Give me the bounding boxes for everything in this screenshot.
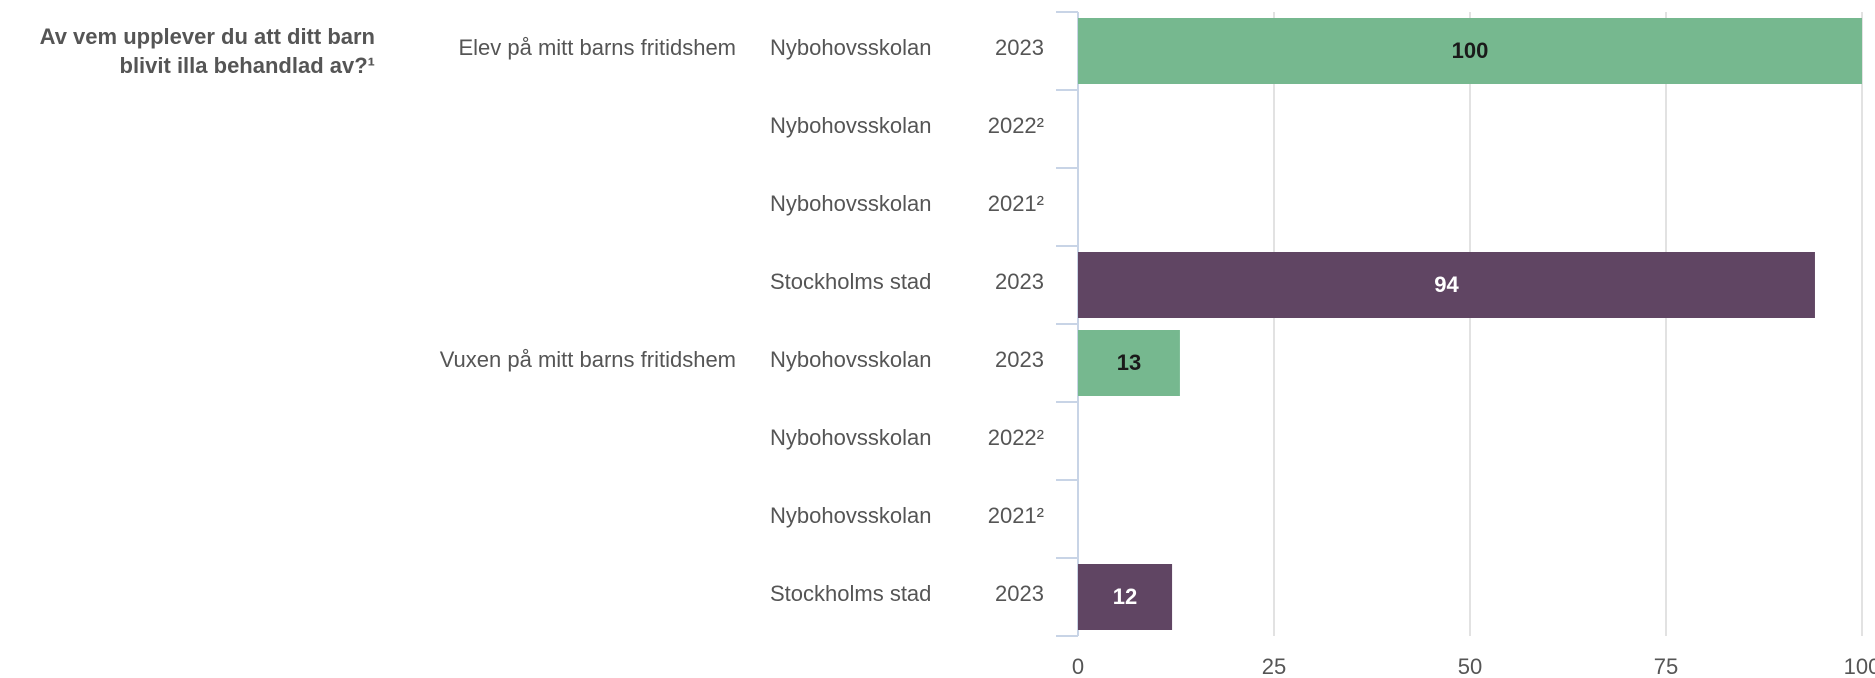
x-tick-label: 75 <box>1654 654 1678 678</box>
x-tick-label: 100 <box>1844 654 1875 678</box>
bar <box>1078 18 1862 84</box>
school-label: Stockholms stad <box>770 581 931 606</box>
year-label: 2023 <box>995 581 1044 606</box>
bar <box>1078 564 1173 630</box>
value-label: 94 <box>1434 272 1459 297</box>
school-label: Nybohovsskolan <box>770 503 931 528</box>
year-label: 2021² <box>988 191 1044 216</box>
chart-title: Av vem upplever du att ditt barn blivit … <box>39 24 375 78</box>
value-label: 13 <box>1117 350 1141 375</box>
bar <box>1078 252 1815 318</box>
school-label: Stockholms stad <box>770 269 931 294</box>
x-tick-label: 25 <box>1262 654 1286 678</box>
year-label: 2023 <box>995 35 1044 60</box>
school-label: Nybohovsskolan <box>770 113 931 138</box>
bar <box>1078 330 1180 396</box>
year-label: 2022² <box>988 425 1044 450</box>
year-label: 2022² <box>988 113 1044 138</box>
year-label: 2023 <box>995 269 1044 294</box>
school-label: Nybohovsskolan <box>770 35 931 60</box>
group-label: Vuxen på mitt barns fritidshem <box>440 347 736 372</box>
school-label: Nybohovsskolan <box>770 191 931 216</box>
school-label: Nybohovsskolan <box>770 425 931 450</box>
value-label: 100 <box>1452 38 1489 63</box>
group-label: Elev på mitt barns fritidshem <box>458 35 736 60</box>
x-tick-label: 0 <box>1072 654 1084 678</box>
x-tick-label: 50 <box>1458 654 1482 678</box>
value-label: 12 <box>1113 584 1137 609</box>
school-label: Nybohovsskolan <box>770 347 931 372</box>
year-label: 2023 <box>995 347 1044 372</box>
year-label: 2021² <box>988 503 1044 528</box>
